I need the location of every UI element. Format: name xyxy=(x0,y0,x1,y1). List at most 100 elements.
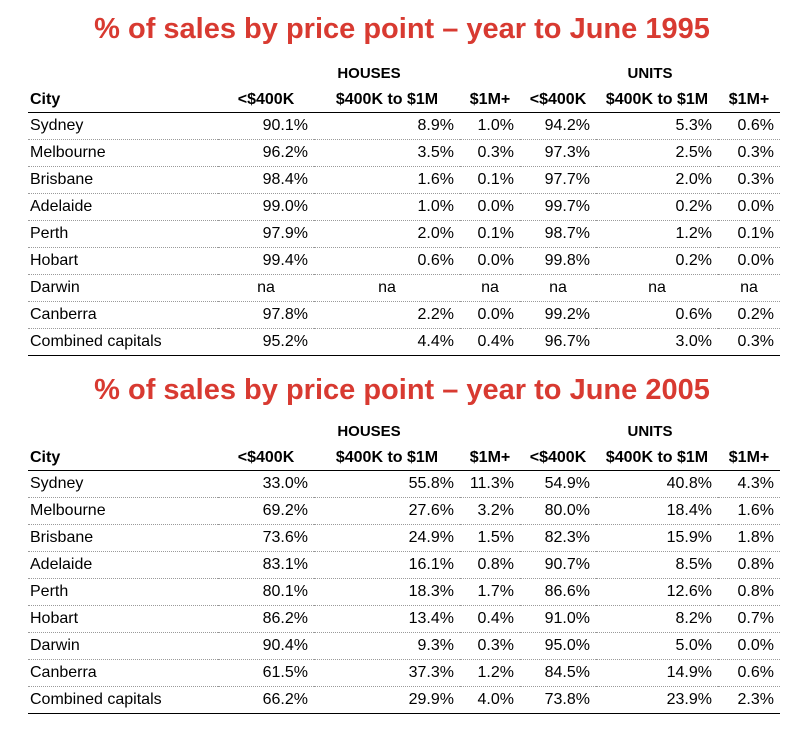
city-name-cell: Combined capitals xyxy=(28,686,218,714)
column-header: $400K to $1M xyxy=(314,446,460,471)
percentage-cell: 0.0% xyxy=(460,193,520,221)
column-header: $1M+ xyxy=(718,88,780,113)
percentage-cell: 0.8% xyxy=(718,578,780,606)
table-row: Adelaide 99.0% 1.0% 0.0% 99.7% 0.2% 0.0% xyxy=(28,193,780,221)
percentage-cell: 18.4% xyxy=(596,497,718,525)
table-row: Darwin 90.4% 9.3% 0.3% 95.0% 5.0% 0.0% xyxy=(28,632,780,660)
table-body: Sydney 90.1% 8.9% 1.0% 94.2% 5.3% 0.6% Melbourn… xyxy=(28,112,780,356)
sales-table: City <$400K $400K to $1M $1M+ <$400K $40… xyxy=(28,88,780,356)
percentage-cell: 8.5% xyxy=(596,551,718,579)
percentage-cell: 1.5% xyxy=(460,524,520,552)
percentage-cell: 4.0% xyxy=(460,686,520,714)
column-header: <$400K xyxy=(218,88,314,113)
sales-table: City <$400K $400K to $1M $1M+ <$400K $40… xyxy=(28,446,780,714)
percentage-cell: 0.3% xyxy=(718,166,780,194)
percentage-cell: 90.4% xyxy=(218,632,314,660)
percentage-cell: 0.1% xyxy=(460,166,520,194)
table-row: Melbourne 96.2% 3.5% 0.3% 97.3% 2.5% 0.3% xyxy=(28,139,780,167)
percentage-cell: 97.7% xyxy=(520,166,596,194)
percentage-cell: na xyxy=(460,274,520,302)
percentage-cell: 2.2% xyxy=(314,301,460,329)
percentage-cell: 0.0% xyxy=(718,632,780,660)
city-name-cell: Sydney xyxy=(28,470,218,498)
percentage-cell: 97.8% xyxy=(218,301,314,329)
percentage-cell: 99.4% xyxy=(218,247,314,275)
table-row: Brisbane 98.4% 1.6% 0.1% 97.7% 2.0% 0.3% xyxy=(28,166,780,194)
city-name-cell: Combined capitals xyxy=(28,328,218,356)
percentage-cell: na xyxy=(718,274,780,302)
percentage-cell: 18.3% xyxy=(314,578,460,606)
city-name-cell: Adelaide xyxy=(28,551,218,579)
percentage-cell: 2.3% xyxy=(718,686,780,714)
percentage-cell: 9.3% xyxy=(314,632,460,660)
city-name-cell: Darwin xyxy=(28,632,218,660)
city-name-cell: Adelaide xyxy=(28,193,218,221)
percentage-cell: 40.8% xyxy=(596,470,718,498)
percentage-cell: 1.0% xyxy=(460,112,520,140)
percentage-cell: 96.2% xyxy=(218,139,314,167)
table-row: Hobart 99.4% 0.6% 0.0% 99.8% 0.2% 0.0% xyxy=(28,247,780,275)
percentage-cell: 61.5% xyxy=(218,659,314,687)
percentage-cell: 0.8% xyxy=(718,551,780,579)
percentage-cell: 0.0% xyxy=(718,247,780,275)
percentage-cell: 97.3% xyxy=(520,139,596,167)
percentage-cell: 3.0% xyxy=(596,328,718,356)
percentage-cell: 0.3% xyxy=(460,632,520,660)
table-row: Canberra 61.5% 37.3% 1.2% 84.5% 14.9% 0.6% xyxy=(28,659,780,687)
percentage-cell: 98.4% xyxy=(218,166,314,194)
percentage-cell: 0.1% xyxy=(718,220,780,248)
percentage-cell: 0.8% xyxy=(460,551,520,579)
percentage-cell: 1.2% xyxy=(596,220,718,248)
percentage-cell: 95.2% xyxy=(218,328,314,356)
city-name-cell: Darwin xyxy=(28,274,218,302)
percentage-cell: 0.3% xyxy=(718,328,780,356)
table-body: Sydney 33.0% 55.8% 11.3% 54.9% 40.8% 4.3% Melbo… xyxy=(28,470,780,714)
percentage-cell: 8.2% xyxy=(596,605,718,633)
percentage-cell: 86.2% xyxy=(218,605,314,633)
percentage-cell: 73.8% xyxy=(520,686,596,714)
percentage-cell: 0.6% xyxy=(718,659,780,687)
column-header: City xyxy=(28,88,218,113)
percentage-cell: 0.6% xyxy=(596,301,718,329)
percentage-cell: 12.6% xyxy=(596,578,718,606)
percentage-cell: 99.8% xyxy=(520,247,596,275)
column-header: City xyxy=(28,446,218,471)
percentage-cell: 8.9% xyxy=(314,112,460,140)
percentage-cell: 0.2% xyxy=(596,247,718,275)
table-row: Melbourne 69.2% 27.6% 3.2% 80.0% 18.4% 1.6% xyxy=(28,497,780,525)
city-name-cell: Perth xyxy=(28,578,218,606)
percentage-cell: 0.0% xyxy=(460,247,520,275)
table-title: % of sales by price point – year to June… xyxy=(94,13,710,45)
units-group-label: UNITS xyxy=(627,65,673,82)
percentage-cell: 91.0% xyxy=(520,605,596,633)
percentage-cell: 66.2% xyxy=(218,686,314,714)
city-name-cell: Canberra xyxy=(28,301,218,329)
percentage-cell: 1.7% xyxy=(460,578,520,606)
percentage-cell: 80.0% xyxy=(520,497,596,525)
city-name-cell: Brisbane xyxy=(28,166,218,194)
percentage-cell: 0.6% xyxy=(314,247,460,275)
percentage-cell: 0.2% xyxy=(596,193,718,221)
city-name-cell: Hobart xyxy=(28,247,218,275)
city-name-cell: Hobart xyxy=(28,605,218,633)
percentage-cell: 0.0% xyxy=(460,301,520,329)
percentage-cell: 99.2% xyxy=(520,301,596,329)
city-name-cell: Brisbane xyxy=(28,524,218,552)
header-row: City <$400K $400K to $1M $1M+ <$400K $40… xyxy=(28,88,780,113)
percentage-cell: 11.3% xyxy=(460,470,520,498)
table-row: Combined capitals 95.2% 4.4% 0.4% 96.7% 3.0% 0… xyxy=(28,328,780,356)
column-header: $1M+ xyxy=(718,446,780,471)
column-header: <$400K xyxy=(520,446,596,471)
column-header: $1M+ xyxy=(460,446,520,471)
percentage-cell: na xyxy=(596,274,718,302)
houses-group-label: HOUSES xyxy=(337,65,401,82)
percentage-cell: 0.3% xyxy=(718,139,780,167)
percentage-cell: 0.2% xyxy=(718,301,780,329)
percentage-cell: 86.6% xyxy=(520,578,596,606)
table-row: Sydney 90.1% 8.9% 1.0% 94.2% 5.3% 0.6% xyxy=(28,112,780,140)
percentage-cell: 0.4% xyxy=(460,328,520,356)
percentage-cell: 33.0% xyxy=(218,470,314,498)
table-row: Darwin na na na na na na xyxy=(28,274,780,302)
percentage-cell: 84.5% xyxy=(520,659,596,687)
percentage-cell: 95.0% xyxy=(520,632,596,660)
